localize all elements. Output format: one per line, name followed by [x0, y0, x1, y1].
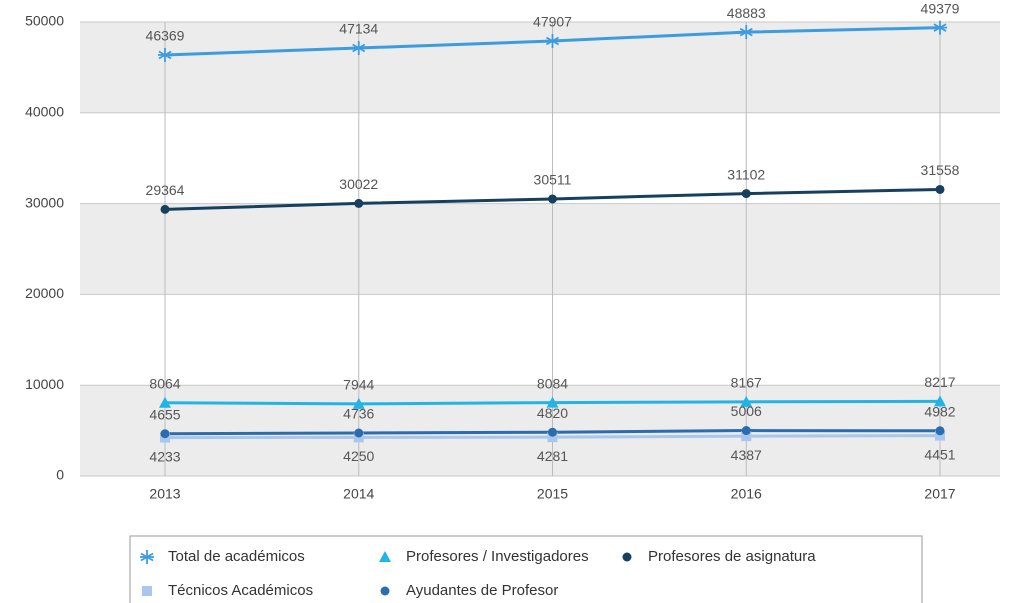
marker — [379, 551, 391, 562]
marker — [741, 426, 751, 436]
marker — [548, 427, 557, 437]
marker — [935, 184, 945, 194]
marker — [142, 586, 152, 596]
data-label: 4820 — [537, 405, 568, 421]
x-tick-label: 2014 — [343, 486, 374, 502]
marker — [739, 25, 754, 40]
data-label: 49379 — [921, 0, 960, 16]
y-tick-label: 20000 — [25, 285, 64, 301]
marker — [622, 552, 632, 562]
data-label: 7944 — [343, 377, 374, 393]
data-label: 4233 — [149, 448, 180, 464]
data-label: 47907 — [533, 14, 572, 30]
marker — [352, 397, 365, 409]
data-label: 4281 — [537, 448, 568, 464]
marker — [158, 47, 172, 62]
legend-label: Profesores / Investigadores — [406, 548, 589, 565]
data-label: 30022 — [339, 176, 378, 192]
data-label: 8064 — [149, 375, 180, 391]
y-tick-label: 30000 — [25, 194, 64, 210]
y-tick-label: 40000 — [25, 104, 64, 120]
marker — [547, 432, 558, 443]
data-label: 31558 — [921, 162, 960, 178]
marker — [140, 550, 154, 564]
marker — [159, 396, 171, 408]
data-label: 8167 — [731, 375, 762, 391]
legend-label: Profesores de asignatura — [648, 548, 816, 565]
marker — [933, 20, 947, 35]
data-label: 29364 — [146, 182, 185, 198]
data-label: 8217 — [924, 374, 955, 390]
marker — [351, 41, 366, 56]
marker — [935, 430, 945, 441]
marker — [160, 204, 170, 214]
marker — [740, 395, 753, 407]
x-tick-label: 2013 — [149, 486, 180, 502]
data-label: 4451 — [924, 446, 955, 462]
marker — [380, 586, 390, 596]
data-label: 30511 — [534, 172, 572, 188]
marker — [546, 396, 559, 408]
y-tick-label: 0 — [56, 467, 64, 483]
marker — [354, 428, 364, 438]
data-label: 4655 — [149, 406, 180, 422]
data-label: 8084 — [537, 375, 568, 391]
data-label: 48883 — [727, 5, 766, 21]
data-label: 5006 — [731, 403, 762, 419]
data-label: 47134 — [339, 21, 378, 37]
data-label: 4250 — [343, 448, 374, 464]
marker — [354, 198, 364, 208]
legend-label: Técnicos Académicos — [168, 582, 313, 599]
marker — [935, 426, 945, 436]
legend: Total de académicos Profesores / Investig… — [129, 535, 923, 603]
marker — [160, 429, 170, 439]
marker — [548, 194, 557, 204]
marker — [741, 189, 751, 199]
x-tick-label: 2016 — [731, 486, 762, 502]
x-tick-label: 2017 — [924, 486, 955, 502]
data-label: 4736 — [343, 406, 374, 422]
legend-box — [129, 535, 923, 603]
grid-band — [80, 22, 1000, 113]
grid-band — [80, 203, 1000, 295]
y-tick-label: 10000 — [25, 376, 64, 392]
y-tick-label: 50000 — [25, 13, 64, 29]
marker — [545, 34, 560, 49]
marker — [741, 431, 752, 442]
x-tick-label: 2015 — [537, 486, 568, 502]
data-label: 31102 — [727, 166, 765, 182]
legend-label: Ayudantes de Profesor — [406, 582, 558, 599]
data-label: 46369 — [146, 28, 185, 44]
data-label: 4387 — [731, 447, 762, 463]
legend-label: Total de académicos — [168, 548, 305, 565]
marker — [934, 395, 946, 407]
data-label: 4982 — [924, 403, 955, 419]
